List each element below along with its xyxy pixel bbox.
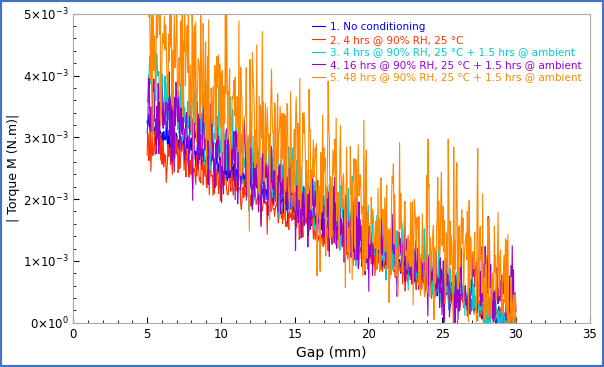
1. No conditioning bbox=[492, 320, 500, 325]
4. 16 hrs @ 90% RH, 25 °C + 1.5 hrs @ ambient bbox=[440, 320, 448, 325]
1. No conditioning bbox=[390, 262, 397, 266]
3. 4 hrs @ 90% RH, 25 °C + 1.5 hrs @ ambient bbox=[480, 320, 487, 325]
1. No conditioning bbox=[512, 319, 519, 323]
Line: 1. No conditioning: 1. No conditioning bbox=[147, 114, 516, 323]
5. 48 hrs @ 90% RH, 25 °C + 1.5 hrs @ ambient bbox=[512, 320, 519, 325]
4. 16 hrs @ 90% RH, 25 °C + 1.5 hrs @ ambient bbox=[144, 131, 151, 135]
5. 48 hrs @ 90% RH, 25 °C + 1.5 hrs @ ambient bbox=[421, 294, 428, 299]
3. 4 hrs @ 90% RH, 25 °C + 1.5 hrs @ ambient bbox=[239, 182, 246, 186]
3. 4 hrs @ 90% RH, 25 °C + 1.5 hrs @ ambient bbox=[390, 235, 397, 239]
2. 4 hrs @ 90% RH, 25 °C bbox=[311, 213, 318, 218]
4. 16 hrs @ 90% RH, 25 °C + 1.5 hrs @ ambient bbox=[512, 309, 519, 313]
2. 4 hrs @ 90% RH, 25 °C bbox=[144, 153, 151, 157]
2. 4 hrs @ 90% RH, 25 °C bbox=[480, 320, 487, 325]
3. 4 hrs @ 90% RH, 25 °C + 1.5 hrs @ ambient bbox=[361, 238, 368, 242]
5. 48 hrs @ 90% RH, 25 °C + 1.5 hrs @ ambient bbox=[239, 97, 246, 101]
Y-axis label: | Torque M (N.m)|: | Torque M (N.m)| bbox=[7, 114, 20, 222]
4. 16 hrs @ 90% RH, 25 °C + 1.5 hrs @ ambient bbox=[239, 155, 246, 159]
1. No conditioning bbox=[361, 243, 368, 248]
Line: 2. 4 hrs @ 90% RH, 25 °C: 2. 4 hrs @ 90% RH, 25 °C bbox=[147, 125, 516, 323]
1. No conditioning bbox=[146, 112, 153, 116]
1. No conditioning bbox=[210, 159, 217, 163]
2. 4 hrs @ 90% RH, 25 °C bbox=[390, 269, 397, 273]
5. 48 hrs @ 90% RH, 25 °C + 1.5 hrs @ ambient bbox=[361, 230, 368, 235]
1. No conditioning bbox=[144, 119, 151, 123]
4. 16 hrs @ 90% RH, 25 °C + 1.5 hrs @ ambient bbox=[210, 140, 217, 145]
4. 16 hrs @ 90% RH, 25 °C + 1.5 hrs @ ambient bbox=[390, 251, 397, 255]
3. 4 hrs @ 90% RH, 25 °C + 1.5 hrs @ ambient bbox=[210, 139, 217, 143]
Line: 5. 48 hrs @ 90% RH, 25 °C + 1.5 hrs @ ambient: 5. 48 hrs @ 90% RH, 25 °C + 1.5 hrs @ am… bbox=[147, 0, 516, 323]
1. No conditioning bbox=[311, 208, 318, 212]
2. 4 hrs @ 90% RH, 25 °C bbox=[422, 290, 429, 294]
4. 16 hrs @ 90% RH, 25 °C + 1.5 hrs @ ambient bbox=[311, 203, 318, 207]
Legend: 1. No conditioning, 2. 4 hrs @ 90% RH, 25 °C, 3. 4 hrs @ 90% RH, 25 °C + 1.5 hrs: 1. No conditioning, 2. 4 hrs @ 90% RH, 2… bbox=[309, 19, 585, 86]
3. 4 hrs @ 90% RH, 25 °C + 1.5 hrs @ ambient bbox=[153, 51, 160, 55]
2. 4 hrs @ 90% RH, 25 °C bbox=[512, 320, 519, 325]
5. 48 hrs @ 90% RH, 25 °C + 1.5 hrs @ ambient bbox=[209, 121, 216, 126]
2. 4 hrs @ 90% RH, 25 °C bbox=[153, 123, 161, 127]
1. No conditioning bbox=[422, 281, 429, 285]
1. No conditioning bbox=[239, 181, 246, 186]
5. 48 hrs @ 90% RH, 25 °C + 1.5 hrs @ ambient bbox=[390, 161, 397, 166]
2. 4 hrs @ 90% RH, 25 °C bbox=[210, 193, 217, 198]
2. 4 hrs @ 90% RH, 25 °C bbox=[239, 188, 246, 192]
3. 4 hrs @ 90% RH, 25 °C + 1.5 hrs @ ambient bbox=[422, 266, 429, 271]
4. 16 hrs @ 90% RH, 25 °C + 1.5 hrs @ ambient bbox=[422, 287, 429, 291]
Line: 3. 4 hrs @ 90% RH, 25 °C + 1.5 hrs @ ambient: 3. 4 hrs @ 90% RH, 25 °C + 1.5 hrs @ amb… bbox=[147, 53, 516, 323]
4. 16 hrs @ 90% RH, 25 °C + 1.5 hrs @ ambient bbox=[361, 272, 368, 277]
3. 4 hrs @ 90% RH, 25 °C + 1.5 hrs @ ambient bbox=[512, 306, 519, 311]
3. 4 hrs @ 90% RH, 25 °C + 1.5 hrs @ ambient bbox=[144, 100, 151, 104]
5. 48 hrs @ 90% RH, 25 °C + 1.5 hrs @ ambient bbox=[507, 320, 514, 325]
4. 16 hrs @ 90% RH, 25 °C + 1.5 hrs @ ambient bbox=[165, 70, 173, 74]
X-axis label: Gap (mm): Gap (mm) bbox=[297, 346, 367, 360]
2. 4 hrs @ 90% RH, 25 °C bbox=[361, 261, 368, 265]
5. 48 hrs @ 90% RH, 25 °C + 1.5 hrs @ ambient bbox=[310, 175, 318, 179]
Line: 4. 16 hrs @ 90% RH, 25 °C + 1.5 hrs @ ambient: 4. 16 hrs @ 90% RH, 25 °C + 1.5 hrs @ am… bbox=[147, 72, 516, 323]
3. 4 hrs @ 90% RH, 25 °C + 1.5 hrs @ ambient bbox=[311, 179, 318, 184]
